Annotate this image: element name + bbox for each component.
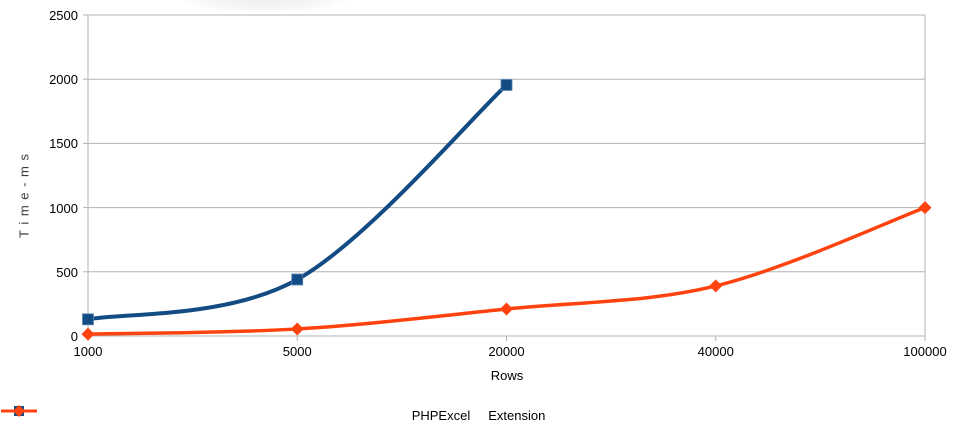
legend-item-phpexcel: PHPExcel <box>1 406 471 423</box>
x-tick-label: 1000 <box>73 344 103 359</box>
data-point-diamond-extension <box>290 322 304 336</box>
y-tick-label: 2500 <box>49 8 78 23</box>
legend-item-extension: Extension <box>1 405 546 423</box>
data-point-diamond-extension <box>500 302 513 316</box>
legend-label: Extension <box>488 407 546 423</box>
data-point-square-phpexcel <box>82 313 94 326</box>
data-point-diamond-extension <box>81 327 95 341</box>
data-point-diamond-extension <box>918 201 932 215</box>
y-tick-label: 500 <box>56 264 78 280</box>
y-tick-label: 2000 <box>49 72 78 88</box>
extension-line-diamond-marker-icon <box>1 405 37 417</box>
data-point-diamond-extension <box>709 279 723 293</box>
x-tick-label: 5000 <box>282 344 312 359</box>
legend-label: PHPExcel <box>411 407 471 423</box>
data-point-square-phpexcel <box>500 79 513 91</box>
chart-legend: PHPExcel Extension <box>0 404 957 426</box>
y-tick-label: 0 <box>70 329 78 344</box>
series-line-phpexcel <box>86 82 509 322</box>
y-tick-label: 1500 <box>49 136 78 152</box>
y-tick-label: 1000 <box>49 200 78 216</box>
data-point-square-phpexcel <box>291 273 304 286</box>
x-tick-label: 100000 <box>903 344 947 359</box>
x-tick-label: 20000 <box>488 344 525 359</box>
y-axis-title: T i m e - m s <box>16 153 32 238</box>
x-axis-title: Rows <box>490 368 524 383</box>
x-tick-label: 40000 <box>697 344 734 359</box>
